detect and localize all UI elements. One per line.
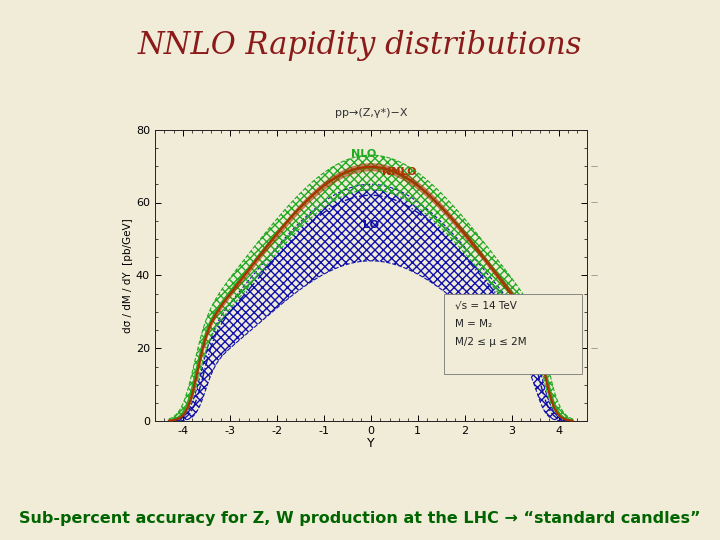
Text: NLO: NLO [351,149,377,159]
Text: —: — [590,345,598,352]
Text: NNLO Rapidity distributions: NNLO Rapidity distributions [138,30,582,60]
Text: —: — [590,272,598,279]
Text: M/2 ≤ μ ≤ 2M: M/2 ≤ μ ≤ 2M [455,338,527,347]
Text: —: — [590,199,598,206]
FancyBboxPatch shape [444,294,582,374]
Text: M = M₂: M = M₂ [455,319,492,329]
Text: √s = 14 TeV: √s = 14 TeV [455,301,517,311]
Text: NNLO: NNLO [382,167,416,177]
Y-axis label: dσ / dM / dY  [pb/GeV]: dσ / dM / dY [pb/GeV] [123,218,133,333]
Text: Sub-percent accuracy for Z, W production at the LHC → “standard candles”: Sub-percent accuracy for Z, W production… [19,511,701,526]
X-axis label: Y: Y [367,437,374,450]
Text: LO: LO [363,220,379,230]
Text: pp→(Z,γ*)−X: pp→(Z,γ*)−X [335,108,407,118]
Text: M = M₂: M = M₂ [455,319,492,329]
Text: √s = 14 TeV: √s = 14 TeV [455,301,517,311]
Text: —: — [590,163,598,169]
Text: M/2 ≤ μ ≤ 2M: M/2 ≤ μ ≤ 2M [455,338,527,347]
